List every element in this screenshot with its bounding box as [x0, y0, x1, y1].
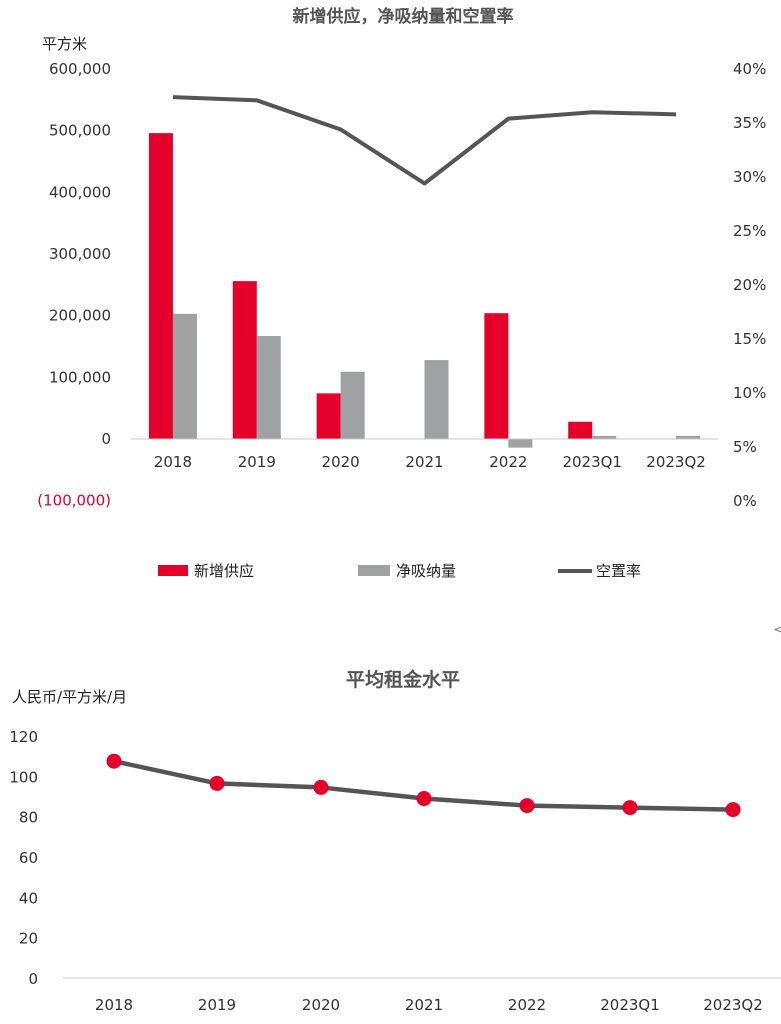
chart2-y-tick: 120: [9, 728, 38, 746]
chart1-bar-new-supply: [316, 393, 341, 439]
chart2-x-tick: 2019: [198, 996, 236, 1014]
chart1-right-tick: 10%: [733, 384, 766, 402]
chart2-x-ticks: 2018 2019 2020 2021 2022 2023Q1 2023Q2: [95, 996, 763, 1014]
chart1-left-tick: 0: [101, 430, 111, 448]
chart1-right-tick: 20%: [733, 276, 766, 294]
chart2-x-tick: 2022: [508, 996, 546, 1014]
chart2-x-tick: 2023Q2: [703, 996, 763, 1014]
chart2-rent-point: [106, 753, 122, 769]
chart1-x-tick: 2020: [322, 453, 360, 471]
chart2-rent-point: [519, 798, 535, 814]
chart1-x-tick: 2021: [405, 453, 443, 471]
chart2-x-tick: 2023Q1: [600, 996, 660, 1014]
legend-label-vacancy: 空置率: [596, 562, 641, 580]
chart1-bar-net-absorption: [676, 435, 701, 439]
chart1-right-tick: 0%: [733, 492, 757, 510]
chart1-y-axis-label: 平方米: [42, 35, 87, 53]
chart1-bar-new-supply: [148, 133, 173, 439]
chart1-right-tick: 30%: [733, 168, 766, 186]
chart2-y-ticks: 0 20 40 60 80 100 120: [9, 728, 38, 988]
legend-swatch-new-supply: [158, 565, 188, 576]
legend-label-new-supply: 新增供应: [194, 562, 254, 580]
chart2-title: 平均租金水平: [346, 668, 460, 691]
chart1-bars: [148, 133, 701, 448]
chart1-left-tick: 100,000: [49, 368, 111, 386]
chart2-y-tick: 60: [19, 849, 38, 867]
chart1-right-tick: 25%: [733, 222, 766, 240]
chart2-y-tick: 40: [19, 889, 38, 907]
chart2-y-tick: 20: [19, 930, 38, 948]
chart1-left-tick: 600,000: [49, 60, 111, 78]
chart2-rent-point: [313, 779, 329, 795]
chart1-bar-new-supply: [568, 421, 593, 439]
legend-swatch-net-absorption: [358, 565, 390, 576]
chart1-bar-net-absorption: [592, 435, 617, 439]
chart2-y-axis-label: 人民币/平方米/月: [12, 688, 127, 706]
chart1-bar-net-absorption: [256, 336, 281, 439]
chart1-x-tick: 2023Q2: [646, 453, 706, 471]
chart1-left-tick: 300,000: [49, 245, 111, 263]
chart1-x-tick: 2018: [154, 453, 192, 471]
chart1-vacancy-line: [172, 95, 677, 186]
corner-mark: <: [773, 622, 781, 638]
chart1-bar-net-absorption: [508, 439, 533, 448]
chart1-left-tick: 500,000: [49, 122, 111, 140]
chart1-x-tick: 2023Q1: [562, 453, 622, 471]
chart2-rent-line: [106, 753, 741, 818]
chart2-x-tick: 2020: [302, 996, 340, 1014]
chart1-bar-net-absorption: [424, 360, 449, 439]
supply-absorption-vacancy-chart: 新增供应，净吸纳量和空置率 平方米 (100,000) 0 100,000 200,0…: [37, 6, 766, 580]
chart1-right-tick: 15%: [733, 330, 766, 348]
chart1-bar-new-supply: [484, 313, 509, 439]
chart1-x-ticks: 2018 2019 2020 2021 2022 2023Q1 2023Q2: [154, 453, 706, 471]
chart1-left-ticks: (100,000) 0 100,000 200,000 300,000 400,000 50…: [37, 60, 111, 510]
chart2-x-tick: 2018: [95, 996, 133, 1014]
legend-label-net-absorption: 净吸纳量: [396, 562, 456, 580]
chart1-left-tick: 400,000: [49, 183, 111, 201]
chart2-y-tick: 100: [9, 768, 38, 786]
chart1-bar-net-absorption: [172, 313, 197, 439]
chart1-title: 新增供应，净吸纳量和空置率: [293, 6, 514, 27]
chart1-bar-new-supply: [232, 281, 257, 439]
chart2-rent-point: [622, 800, 638, 816]
chart1-vacancy-polyline: [172, 95, 677, 186]
chart1-x-tick: 2019: [238, 453, 276, 471]
chart1-legend: 新增供应 净吸纳量 空置率: [158, 562, 641, 580]
chart2-rent-point: [725, 802, 741, 818]
chart1-right-ticks: 0% 5% 10% 15% 20% 25% 30% 35% 40%: [733, 60, 766, 510]
chart1-left-tick: (100,000): [37, 492, 111, 510]
chart2-y-tick: 80: [19, 809, 38, 827]
chart1-right-tick: 35%: [733, 114, 766, 132]
chart2-rent-point: [209, 775, 225, 791]
chart2-x-tick: 2021: [405, 996, 443, 1014]
chart1-bar-net-absorption: [340, 371, 365, 439]
chart1-left-tick: 200,000: [49, 307, 111, 325]
chart1-right-tick: 40%: [733, 60, 766, 78]
chart2-y-tick: 0: [28, 970, 38, 988]
chart1-right-tick: 5%: [733, 438, 757, 456]
chart2-rent-point: [416, 791, 432, 807]
chart1-x-tick: 2022: [489, 453, 527, 471]
